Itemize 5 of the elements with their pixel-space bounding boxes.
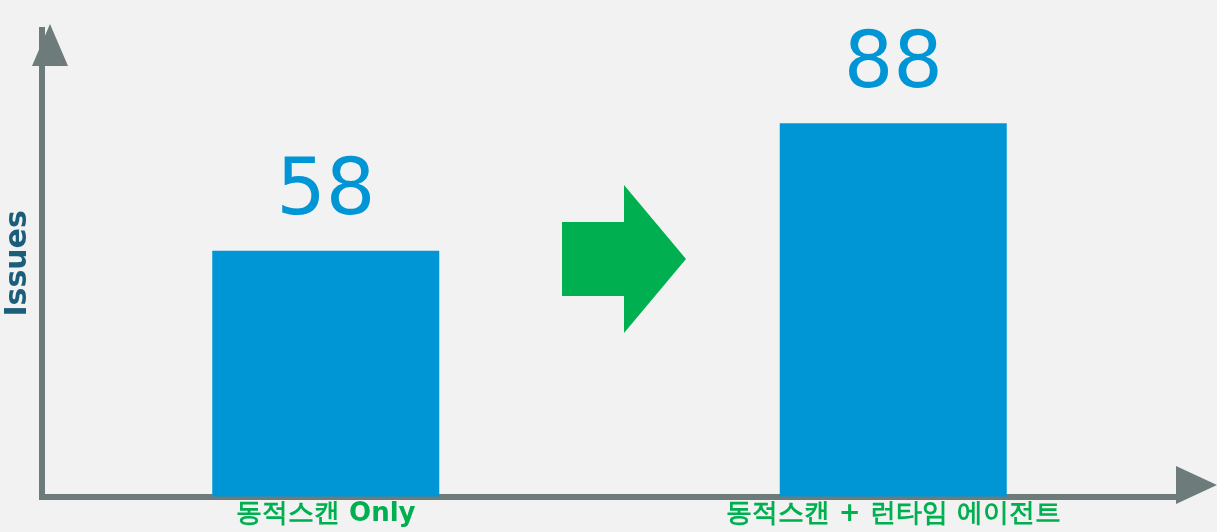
x-tick-label: 동적스캔 + 런타임 에이전트 bbox=[725, 497, 1061, 528]
data-label: 58 bbox=[276, 141, 376, 232]
data-label: 88 bbox=[843, 14, 943, 105]
x-tick-label: 동적스캔 Only bbox=[235, 497, 416, 528]
y-axis-title: Issues bbox=[0, 210, 33, 317]
